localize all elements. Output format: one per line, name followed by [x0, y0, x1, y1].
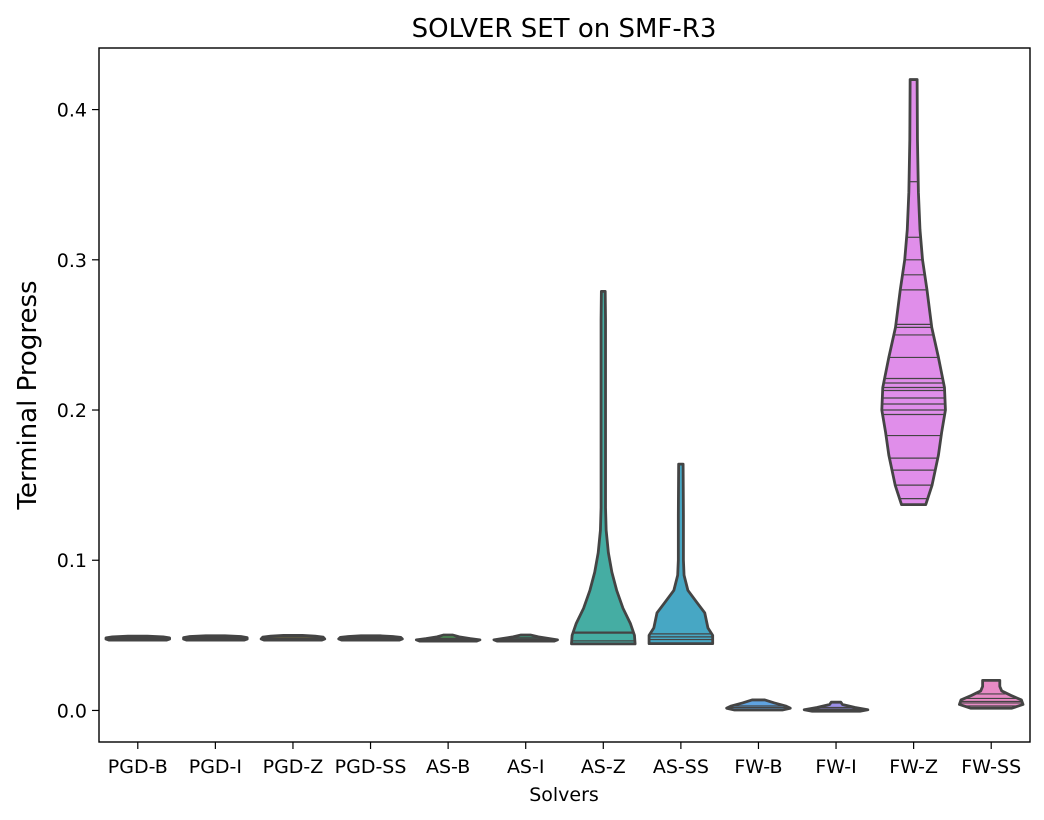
violin-pgd-z — [259, 633, 327, 642]
x-axis: PGD-B PGD-I PGD-Z PGD-SS AS-B AS-I AS-Z AS-SS FW… — [108, 742, 1021, 778]
x-tick-label: FW-SS — [961, 756, 1021, 778]
violin-pgd-i — [182, 634, 249, 642]
violin-fw-b — [725, 698, 792, 712]
y-tick-label: 0.3 — [57, 250, 87, 272]
y-tick-label: 0.4 — [57, 100, 87, 122]
x-tick-label: AS-SS — [653, 756, 709, 778]
plot-frame — [98, 47, 1031, 743]
y-tick-label: 0.1 — [57, 550, 87, 572]
violin-as-ss — [647, 462, 715, 646]
chart-title: SOLVER SET on SMF-R3 — [412, 14, 717, 44]
x-tick-label: PGD-B — [108, 756, 168, 778]
x-tick-label: FW-I — [815, 756, 856, 778]
x-tick-label: PGD-Z — [263, 756, 324, 778]
violin-as-i — [492, 633, 559, 643]
violin-body — [570, 289, 637, 646]
x-tick-label: AS-I — [507, 756, 545, 778]
violins-layer — [104, 78, 1025, 713]
violin-fw-i — [802, 700, 870, 713]
violin-body — [647, 462, 715, 646]
y-tick-label: 0.2 — [57, 400, 87, 422]
violin-fw-z — [880, 78, 947, 507]
x-tick-label: PGD-I — [189, 756, 242, 778]
y-tick-label: 0.0 — [57, 700, 87, 722]
x-tick-label: AS-Z — [581, 756, 626, 778]
x-tick-label: FW-B — [734, 756, 782, 778]
violin-as-z — [570, 289, 637, 646]
violin-as-b — [414, 633, 482, 643]
x-tick-label: AS-B — [426, 756, 470, 778]
violin-pgd-ss — [337, 634, 404, 642]
y-axis: 0.0 0.1 0.2 0.3 0.4 — [57, 100, 99, 722]
y-axis-label: Terminal Progress — [13, 280, 43, 510]
violin-pgd-b — [104, 634, 171, 642]
violin-fw-ss — [958, 679, 1025, 710]
x-tick-label: FW-Z — [889, 756, 938, 778]
violin-body — [880, 78, 947, 507]
x-axis-label: Solvers — [529, 784, 599, 806]
x-tick-label: PGD-SS — [335, 756, 407, 778]
